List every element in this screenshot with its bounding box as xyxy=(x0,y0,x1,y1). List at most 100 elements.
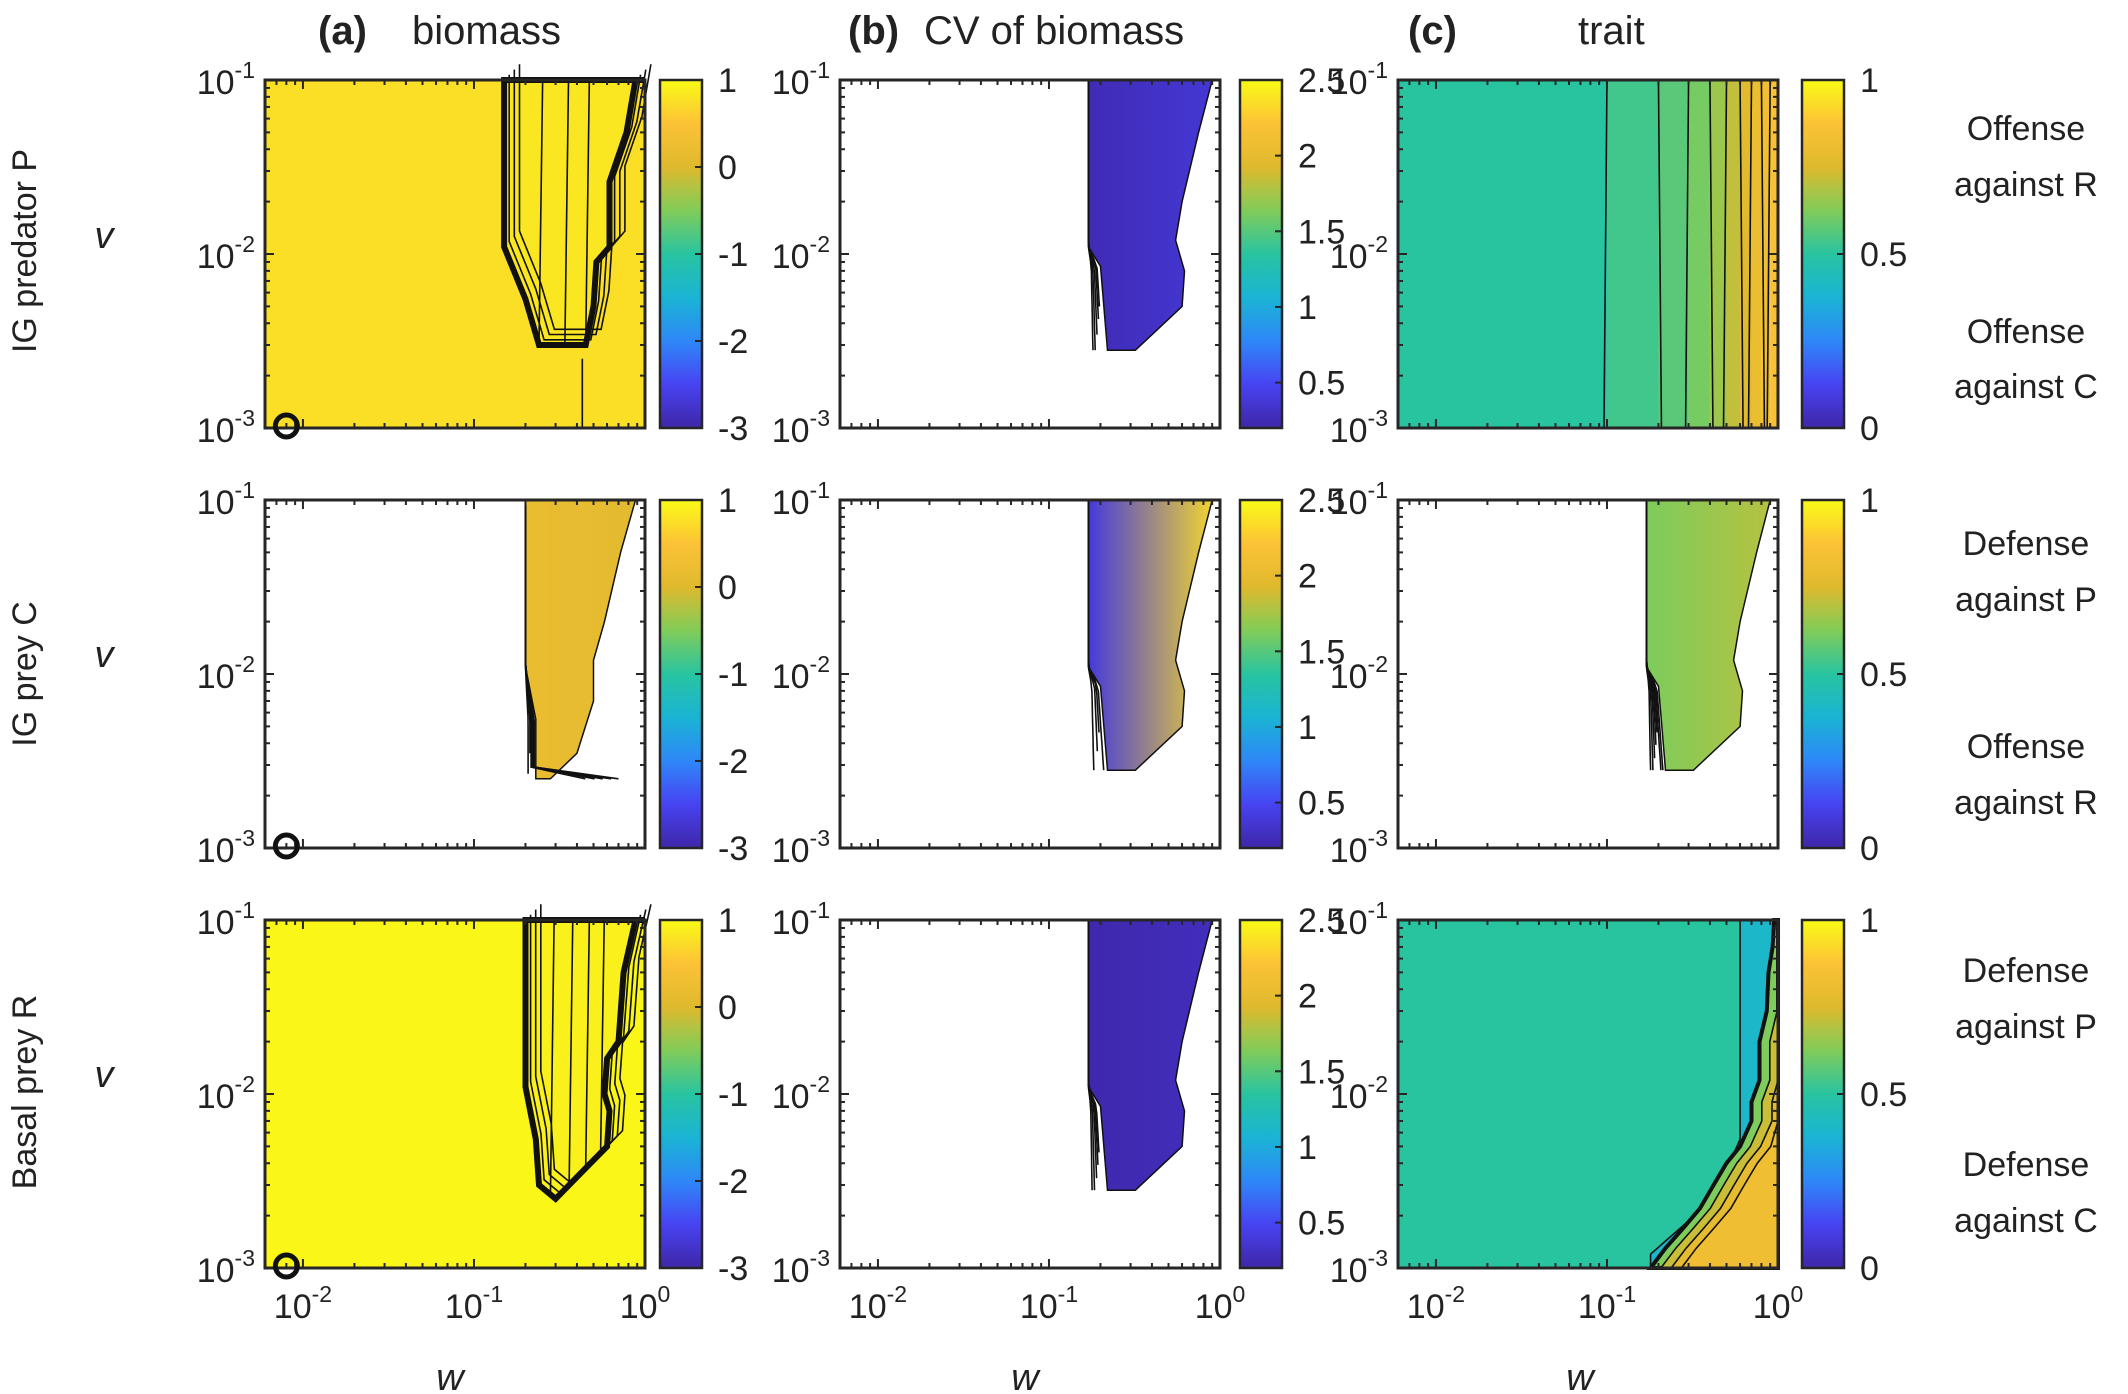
y-tick-label: 10-2 xyxy=(1330,1071,1388,1116)
colorbar-biomass-row0: 1 0 -1 -2 -3 xyxy=(658,62,748,448)
y-tick-label: 10-3 xyxy=(772,405,830,450)
x-axis-label-c: w xyxy=(1566,1357,1596,1394)
contour-line xyxy=(518,64,652,331)
tick-exponent: -3 xyxy=(1368,825,1388,851)
colorbar-biomass-row2: 1 0 -1 -2 -3 xyxy=(658,902,748,1288)
tick-base: 10 xyxy=(620,1288,658,1326)
trait-band xyxy=(1751,80,1762,428)
colorbar-tick-label: 0 xyxy=(718,989,737,1027)
colorbar-tick-label: 2 xyxy=(1298,138,1317,176)
tick-exponent: -1 xyxy=(1368,57,1388,83)
contour-line xyxy=(1603,79,1608,429)
colorbar-tick-label: -2 xyxy=(718,743,748,781)
colorbar-tick-label: 0 xyxy=(1860,410,1879,448)
y-tick-label: 10-3 xyxy=(197,405,255,450)
tick-base: 10 xyxy=(197,238,235,276)
trait-label-p-bottom-2: against C xyxy=(1954,368,2098,406)
tick-exponent: -3 xyxy=(235,405,255,431)
tick-base: 10 xyxy=(1330,64,1368,102)
colorbar-trait-row0: 10.50 xyxy=(1800,62,1907,448)
panel-C-cv: 10-110-210-3 xyxy=(772,477,1222,870)
colorbar-tick-label: -1 xyxy=(718,236,748,274)
tick-exponent: -1 xyxy=(1368,897,1388,923)
colorbar-tick-label: 0.5 xyxy=(1860,1076,1907,1114)
title-a-name: biomass xyxy=(412,9,561,53)
tick-base: 10 xyxy=(772,658,810,696)
panel-C-trait: 10-110-210-3 xyxy=(1330,477,1780,870)
y-tick-label: 10-2 xyxy=(197,1071,255,1116)
colorbar-tick-label: 2.5 xyxy=(1298,902,1345,940)
tick-exponent: -2 xyxy=(235,651,255,677)
trait-label-r-bottom-1: Defense xyxy=(1963,1146,2090,1184)
y-tick-label: 10-2 xyxy=(1330,231,1388,276)
y-tick-label: 10-2 xyxy=(197,651,255,696)
trait-band xyxy=(1726,80,1741,428)
tick-base: 10 xyxy=(1578,1288,1616,1326)
x-tick-label: 10-2 xyxy=(1407,1281,1465,1326)
y-tick-label: 10-2 xyxy=(197,231,255,276)
y-tick-label: 10-1 xyxy=(772,57,830,102)
tick-exponent: -3 xyxy=(810,1245,830,1271)
tick-exponent: -1 xyxy=(235,897,255,923)
colorbar-tick-label: 0.5 xyxy=(1298,1205,1345,1243)
y-tick-label: 10-1 xyxy=(772,477,830,522)
colorbar-tick-label: 0.5 xyxy=(1298,785,1345,823)
labels-layer: (a) biomass (b) CV of biomass (c) trait … xyxy=(6,9,2098,1394)
colorbar-tick-label: 1 xyxy=(718,902,737,940)
trait-band xyxy=(1398,80,1607,428)
y-axis-label-p: v xyxy=(95,215,116,257)
contour-line xyxy=(1722,79,1728,429)
y-tick-label: 10-3 xyxy=(197,1245,255,1290)
tick-base: 10 xyxy=(772,1252,810,1290)
trait-band xyxy=(1658,80,1689,428)
colorbar-cv-row2: 2.5 2 1.5 1 0.5 xyxy=(1238,902,1345,1270)
contour-line xyxy=(1747,79,1753,429)
panel-R-trait: 10-110-210-310-2 10-1 100 xyxy=(1330,897,1804,1326)
y-tick-label: 10-3 xyxy=(1330,825,1388,870)
tick-exponent: -1 xyxy=(235,57,255,83)
tick-exponent: -2 xyxy=(1368,1071,1388,1097)
tick-base: 10 xyxy=(197,1252,235,1290)
tick-base: 10 xyxy=(1407,1288,1445,1326)
start-marker-circle xyxy=(272,1252,300,1280)
start-marker-circle xyxy=(272,412,300,440)
title-a-letter: (a) xyxy=(318,9,367,53)
panel-P-trait: 10-1 10-2 10-3 xyxy=(1330,57,1780,450)
tick-base: 10 xyxy=(197,904,235,942)
contour-line xyxy=(1087,80,1101,307)
tick-base: 10 xyxy=(197,832,235,870)
y-tick-label: 10-3 xyxy=(1330,405,1388,450)
colorbar-tick-label: 2 xyxy=(1298,558,1317,596)
trait-band xyxy=(1606,80,1659,428)
colorbar-tick-label: -3 xyxy=(718,830,748,868)
colorbar-tick-label: 0.5 xyxy=(1298,365,1345,403)
tick-exponent: -3 xyxy=(810,405,830,431)
biomass-region xyxy=(522,917,645,1203)
colorbar-tick-label: -3 xyxy=(718,1250,748,1288)
trait-band xyxy=(1740,80,1752,428)
colorbar-tick-label: 1 xyxy=(1860,62,1879,100)
y-tick-label: 10-1 xyxy=(772,897,830,942)
contour-line xyxy=(1766,79,1771,429)
contour-line xyxy=(599,921,606,1153)
contour-line xyxy=(584,81,591,345)
x-axis-label-a: w xyxy=(436,1357,466,1394)
row-label-r: Basal prey R xyxy=(6,995,44,1190)
title-c-name: trait xyxy=(1578,9,1645,53)
x-tick-label: 100 xyxy=(1753,1281,1804,1326)
panel-P-cv: 10-110-210-3 xyxy=(772,57,1222,450)
y-tick-label: 10-2 xyxy=(1330,651,1388,696)
tick-base: 10 xyxy=(197,1078,235,1116)
colorbar-tick-label: 1 xyxy=(1860,902,1879,940)
colorbar-rect xyxy=(1238,78,1284,430)
x-axis-label-b: w xyxy=(1011,1357,1041,1394)
colorbar-tick-label: 0.5 xyxy=(1860,236,1907,274)
contour-line xyxy=(549,921,555,1195)
panel-R-cv: 10-110-210-310-2 10-1 100 xyxy=(772,897,1246,1326)
tick-base: 10 xyxy=(1330,904,1368,942)
start-marker-circle xyxy=(272,832,300,860)
trait-label-c-bottom-1: Offense xyxy=(1967,728,2085,766)
contour-line xyxy=(538,81,544,345)
tick-base: 10 xyxy=(772,904,810,942)
panel-P-biomass: 10 -1 10-2 10-3 xyxy=(197,57,652,450)
